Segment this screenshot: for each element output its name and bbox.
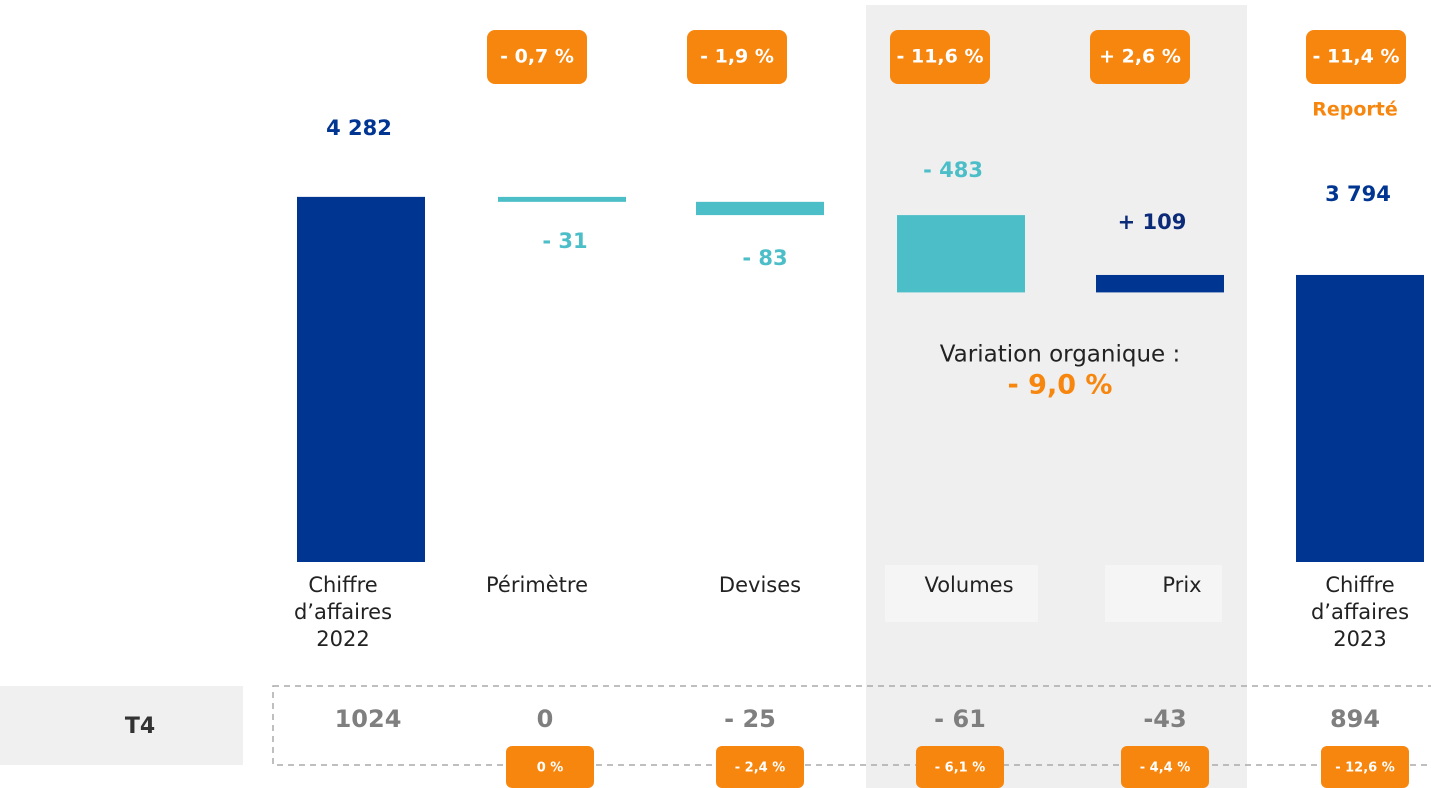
annotation-value: - 9,0 % [1008,370,1113,401]
bar [696,201,824,216]
organic-zone [866,5,1247,788]
reported-label: Reporté [1312,99,1398,121]
row-value: 894 [1330,705,1380,733]
value-label: 3 794 [1325,182,1391,206]
change-badge [687,30,787,84]
row-change: - 4,4 % [1140,761,1191,776]
row-change: - 12,6 % [1335,761,1395,776]
bar [1096,274,1224,293]
row-badge [1121,746,1209,788]
category-label: Volumes [924,573,1014,597]
change-badge [1090,30,1190,84]
value-label: - 83 [742,246,787,270]
row-value: 0 [537,705,554,733]
row-badge [1321,746,1409,788]
category-label: Prix [1162,573,1202,597]
category-label: Chiffre d’affaires 2023 [1310,573,1410,651]
row-header-box [0,686,243,765]
category-label: Périmètre [485,573,588,597]
row-change: - 2,4 % [735,761,786,776]
change-label: - 0,7 % [500,46,574,68]
change-badge [1306,30,1406,84]
bar [297,196,425,562]
change-label: + 2,6 % [1099,46,1181,68]
row-label: T4 [125,714,155,739]
annotation: Variation organique : [940,342,1181,368]
category-label: Devises [718,573,802,597]
value-label: + 109 [1118,210,1187,234]
category-label: Chiffre d’affaires 2022 [293,573,393,651]
change-label: - 11,6 % [896,46,983,68]
row-badge [916,746,1004,788]
row-value: - 25 [724,705,776,733]
value-label: 4 282 [326,116,392,140]
row-value: 1024 [335,705,402,733]
row-change: 0 % [537,761,564,776]
change-label: - 11,4 % [1312,46,1399,68]
value-label: - 31 [542,229,587,253]
row-value: - 61 [934,705,986,733]
value-label: - 483 [923,158,983,182]
bar [897,215,1025,293]
row-value: -43 [1143,705,1186,733]
bar [1296,274,1424,562]
label-box [1105,565,1222,622]
row-change: - 6,1 % [935,761,986,776]
row-badge [506,746,594,788]
change-label: - 1,9 % [700,46,774,68]
change-badge [487,30,587,84]
label-box [885,565,1038,622]
row-badge [716,746,804,788]
bar [498,196,626,202]
change-badge [890,30,990,84]
row-frame [272,685,1431,766]
